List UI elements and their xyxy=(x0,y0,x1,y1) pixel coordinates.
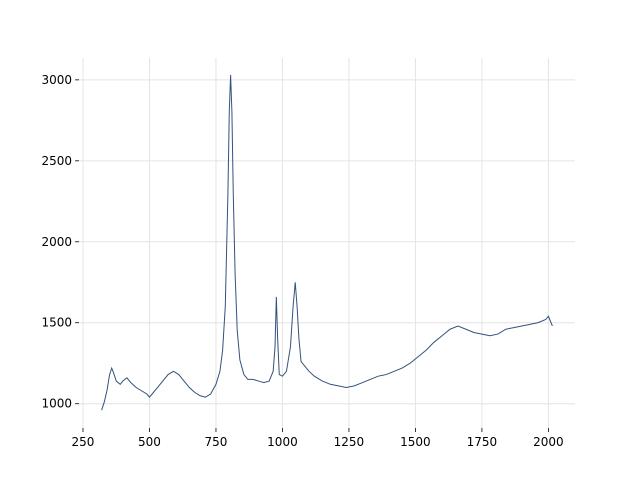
y-tick-label: 2000 xyxy=(41,235,72,249)
y-tick-label: 1000 xyxy=(41,397,72,411)
line xyxy=(101,74,553,411)
x-tick-label: 2000 xyxy=(533,435,564,449)
x-tick-label: 250 xyxy=(72,435,95,449)
y-tick-label: 2500 xyxy=(41,154,72,168)
x-tick-label: 750 xyxy=(205,435,228,449)
y-tick-label: 3000 xyxy=(41,73,72,87)
x-tick-label: 1250 xyxy=(334,435,365,449)
x-tick-label: 1000 xyxy=(267,435,298,449)
y-tick-label: 1500 xyxy=(41,316,72,330)
x-tick-label: 1750 xyxy=(467,435,498,449)
x-tick-label: 500 xyxy=(138,435,161,449)
x-tick-label: 1500 xyxy=(400,435,431,449)
